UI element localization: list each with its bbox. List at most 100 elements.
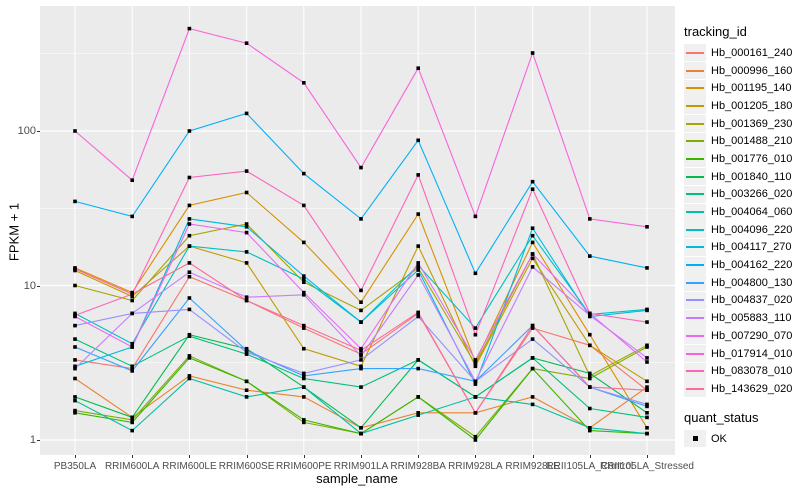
x-tick-label-RRIM600SE: RRIM600SE xyxy=(218,461,275,472)
legend-item-Hb_001195_140: Hb_001195_140 xyxy=(684,79,799,97)
legend-key-line-icon xyxy=(684,221,706,239)
legend-key-line-icon xyxy=(684,238,706,256)
legend-item-label: Hb_004837_020 xyxy=(711,294,793,307)
legend-item-label: Hb_017914_010 xyxy=(711,347,793,360)
legend-item-Hb_001488_210: Hb_001488_210 xyxy=(684,132,799,150)
y-axis-title: FPKM + 1 xyxy=(6,202,22,262)
legend-item-Hb_004117_270: Hb_004117_270 xyxy=(684,238,799,257)
legend-item-Hb_001776_010: Hb_001776_010 xyxy=(684,150,799,168)
legend-key-line-icon xyxy=(684,185,706,203)
y-tick-mark xyxy=(37,285,40,287)
legend-item-Hb_005883_110: Hb_005883_110 xyxy=(684,309,799,327)
x-tick-label-RRIM600LE: RRIM600LE xyxy=(162,461,217,472)
x-tick-mark xyxy=(246,455,248,458)
quant-ok-key xyxy=(684,430,706,448)
legend-item-label: Hb_001369_230 xyxy=(711,117,793,130)
x-tick-mark xyxy=(418,455,420,458)
x-tick-mark xyxy=(361,455,362,458)
legend-item-label: Hb_004096_220 xyxy=(711,223,793,236)
legend-item-Hb_004096_220: Hb_004096_220 xyxy=(684,221,799,239)
legend-item-Hb_083078_010: Hb_083078_010 xyxy=(684,362,799,380)
legend-item-label: Hb_004064_060 xyxy=(711,206,793,219)
legend-item-label: Hb_003266_020 xyxy=(711,188,793,201)
legend-key-line-icon xyxy=(684,132,706,150)
legend-key-line-icon xyxy=(684,380,706,398)
legend-key-line-icon xyxy=(684,97,706,115)
x-tick-mark xyxy=(303,455,305,458)
legend-item-Hb_017914_010: Hb_017914_010 xyxy=(684,345,799,363)
legend-key-line-icon xyxy=(684,274,706,292)
legend-item-label: Hb_000996_160 xyxy=(711,64,793,77)
legend-item-Hb_003266_020: Hb_003266_020 xyxy=(684,185,799,204)
x-tick-label-RRIM928LE: RRIM928LE xyxy=(505,461,560,472)
chart-canvas xyxy=(40,6,675,455)
x-tick-label-RRIM600LA: RRIM600LA xyxy=(104,461,160,472)
legend-item-label: Hb_004117_270 xyxy=(711,241,792,254)
legend-item-Hb_001840_110: Hb_001840_110 xyxy=(684,168,799,186)
legend-item-quant-ok: OK xyxy=(684,430,799,448)
legend-item-Hb_143629_020: Hb_143629_020 xyxy=(684,380,799,398)
legend-key-line-icon xyxy=(684,168,706,186)
x-tick-label-RRII105LA_Stressed: RRII105LA_Stressed xyxy=(600,461,694,472)
legend-key-line-icon xyxy=(684,150,706,168)
legend-item-label: Hb_001488_210 xyxy=(711,135,793,148)
x-tick-label-RRIM901LA: RRIM901LA xyxy=(333,461,389,472)
legend-item-label: Hb_143629_020 xyxy=(711,382,793,395)
legend-item-Hb_001369_230: Hb_001369_230 xyxy=(684,115,799,133)
legend-key-line-icon xyxy=(684,256,706,274)
black-square-marker-icon xyxy=(692,436,698,442)
legend-key-line-icon xyxy=(684,79,706,97)
legend-key-line-icon xyxy=(684,62,706,80)
y-tick-mark xyxy=(37,440,40,441)
x-tick-mark xyxy=(647,455,648,458)
legend-key-line-icon xyxy=(684,203,706,221)
legend-key-line-icon xyxy=(684,115,706,133)
legend-item-label: Hb_001195_140 xyxy=(711,82,792,95)
legend-title-quant-status: quant_status xyxy=(684,409,759,425)
legend-item-Hb_007290_070: Hb_007290_070 xyxy=(684,327,799,345)
x-tick-label-PB350LA: PB350LA xyxy=(53,461,97,472)
legend-item-label: Hb_000161_240 xyxy=(711,46,793,59)
data-points xyxy=(73,26,649,442)
legend-item-label: Hb_001776_010 xyxy=(711,152,793,165)
plot-panel xyxy=(40,6,675,455)
x-tick-mark xyxy=(75,455,76,458)
legend-key-line-icon xyxy=(684,345,706,363)
x-tick-mark xyxy=(132,455,134,458)
legend-item-Hb_004837_020: Hb_004837_020 xyxy=(684,291,799,310)
x-tick-mark xyxy=(532,455,534,458)
y-tick-label: 10 xyxy=(23,279,36,292)
legend-key-line-icon xyxy=(684,291,706,309)
x-tick-label-RRIM600PE: RRIM600PE xyxy=(276,461,332,472)
legend-item-label: Hb_004800_130 xyxy=(711,276,793,289)
legend-item-label: Hb_004162_220 xyxy=(711,259,793,272)
legend-item-label: Hb_001205_180 xyxy=(711,99,793,112)
legend-title-tracking-id: tracking_id xyxy=(684,24,747,39)
quant-ok-label: OK xyxy=(711,432,727,445)
legend-items: Hb_000161_240 Hb_000996_160 Hb_001195_140 H… xyxy=(684,44,799,398)
x-tick-mark xyxy=(589,455,591,458)
x-axis-title: sample_name xyxy=(316,471,398,486)
legend-key-line-icon xyxy=(684,362,706,380)
x-tick-label-RRII105LA_Control: RRII105LA_Control xyxy=(546,461,634,472)
legend-item-Hb_004162_220: Hb_004162_220 xyxy=(684,256,799,274)
x-tick-mark xyxy=(189,455,191,458)
legend-item-Hb_004064_060: Hb_004064_060 xyxy=(684,203,799,221)
legend-item-label: Hb_083078_010 xyxy=(711,365,793,378)
legend-item-label: Hb_001840_110 xyxy=(711,170,792,183)
y-tick-label: 100 xyxy=(17,125,36,137)
legend-item-Hb_004800_130: Hb_004800_130 xyxy=(684,274,799,292)
legend-key-line-icon xyxy=(684,44,706,62)
legend-item-Hb_000996_160: Hb_000996_160 xyxy=(684,62,799,80)
legend: tracking_id Hb_000161_240 Hb_000996_160 Hb… xyxy=(684,24,799,448)
legend-item-label: Hb_005883_110 xyxy=(711,312,792,325)
legend-item-label: Hb_007290_070 xyxy=(711,329,793,342)
y-tick-label: 1 xyxy=(29,434,36,446)
legend-item-Hb_001205_180: Hb_001205_180 xyxy=(684,97,799,115)
y-tick-mark xyxy=(37,131,40,132)
legend-item-Hb_000161_240: Hb_000161_240 xyxy=(684,44,799,62)
legend-key-line-icon xyxy=(684,327,706,345)
x-tick-label-RRIM928LA: RRIM928LA xyxy=(448,461,503,472)
x-tick-mark xyxy=(475,455,477,458)
